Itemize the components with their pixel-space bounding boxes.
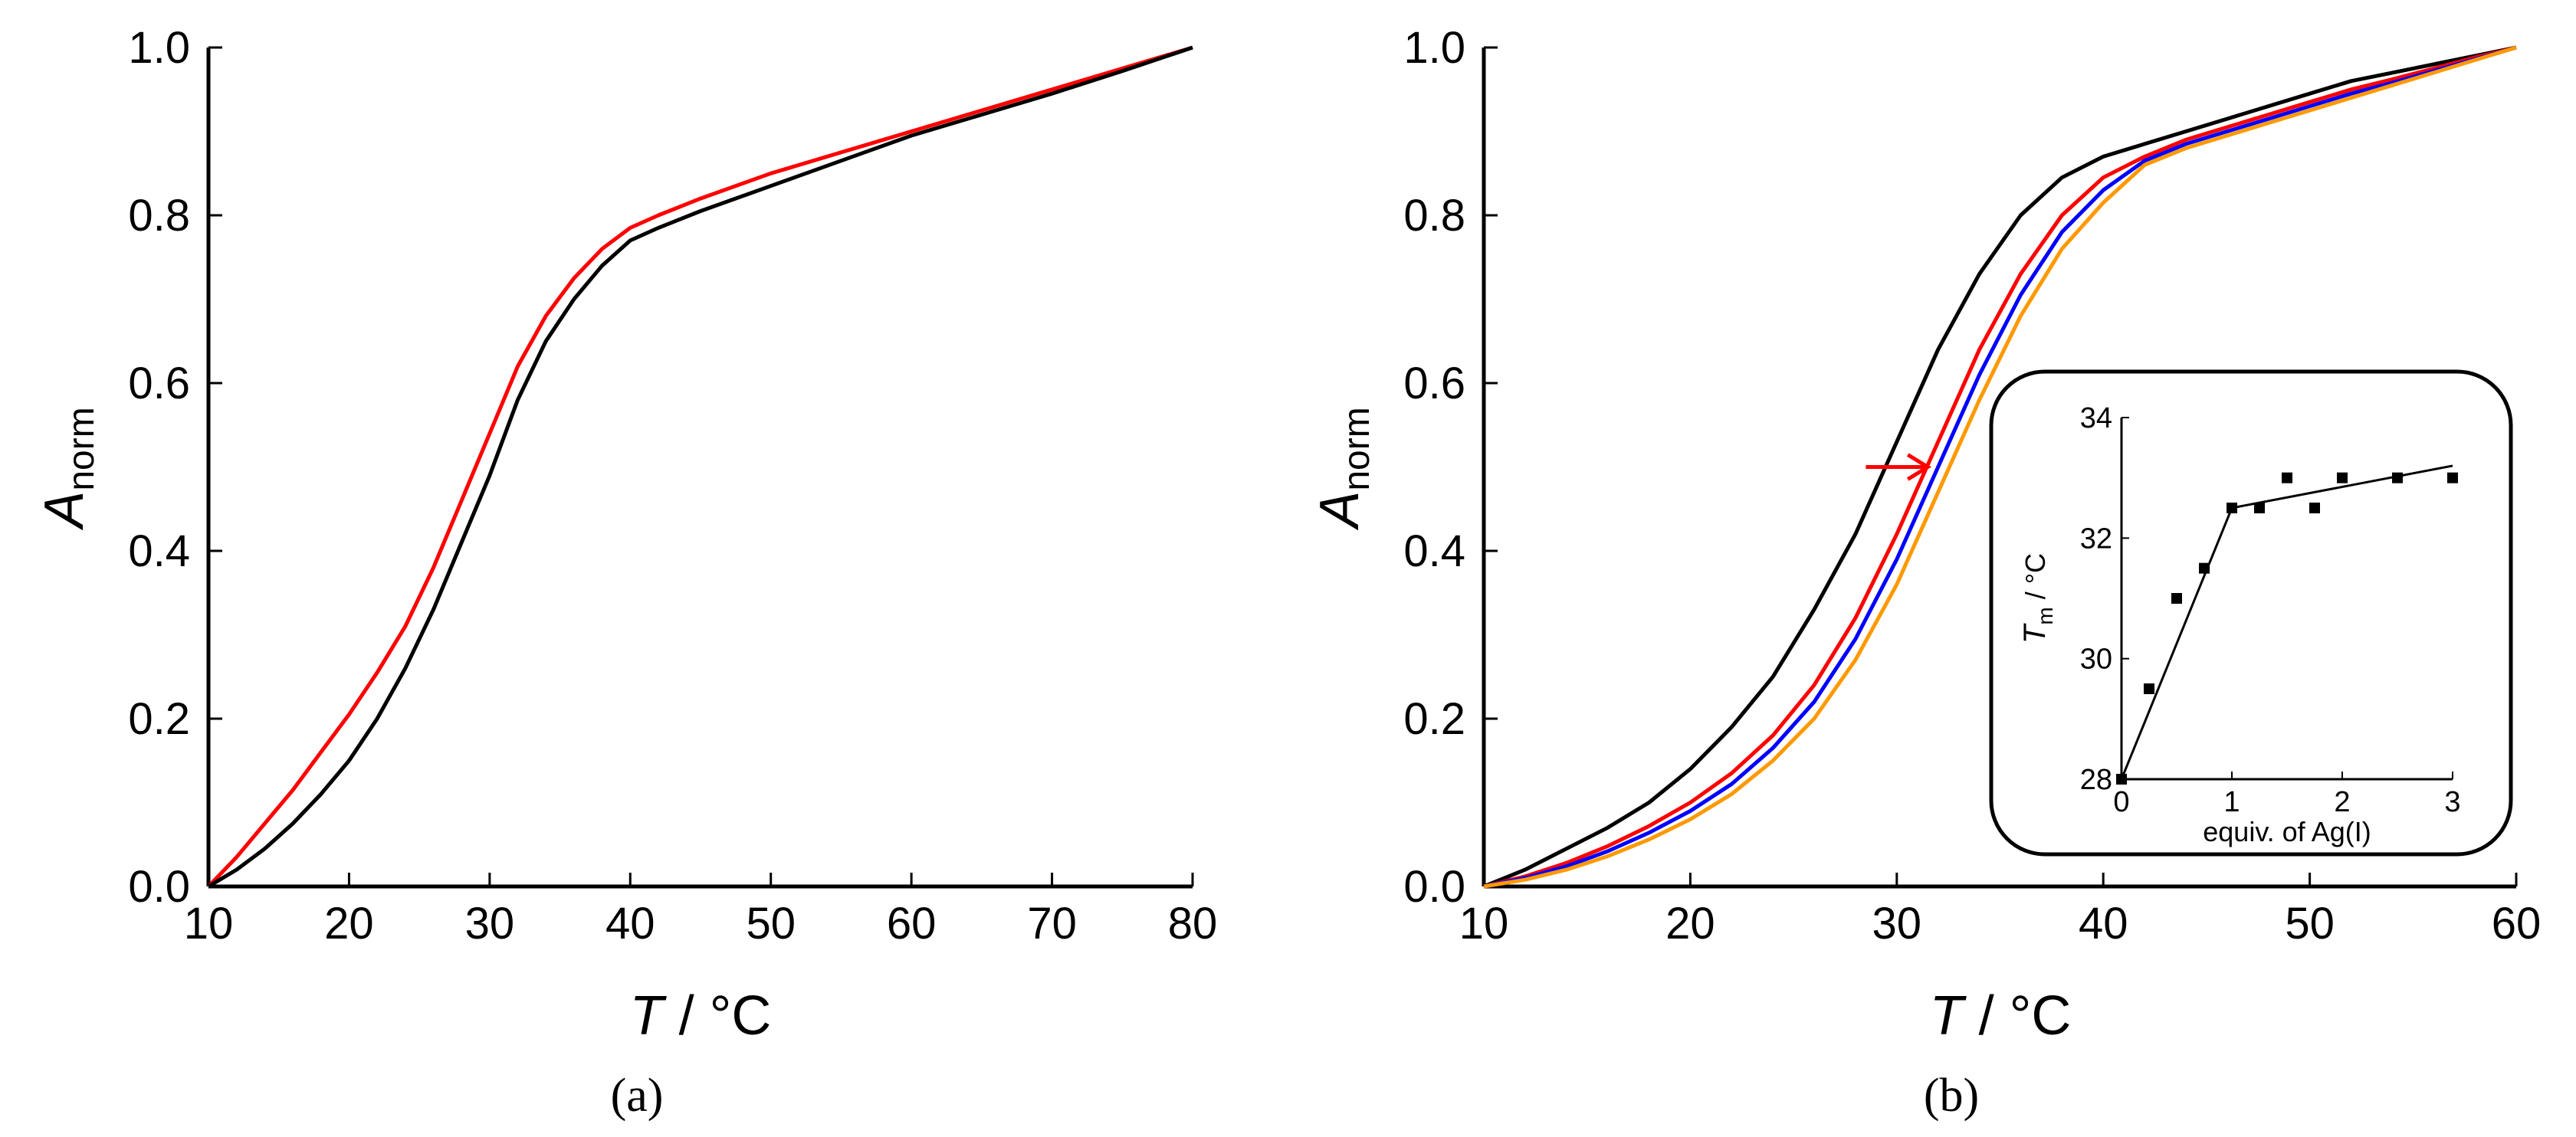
panel-a-xtick-label: 30	[465, 899, 515, 949]
inset-ytick-label: 30	[2080, 644, 2112, 676]
panel-b-series	[1483, 45, 2517, 889]
inset-xtick-label: 2	[2334, 786, 2350, 818]
inset-chart: 0 1 2 3 28 30 32 34 Tm / °C equiv. of Ag(I)	[1989, 369, 2513, 857]
inset-ytick-label: 34	[2080, 402, 2112, 434]
panel-b-ylabel-var: A	[1309, 491, 1370, 531]
panel-b-arrow	[1866, 453, 1931, 481]
panel-b-xtick-label: 30	[1872, 899, 1922, 949]
inset-data-point	[2392, 472, 2403, 483]
inset-ylabel-sub: m	[2033, 607, 2057, 624]
inset-ylabel: Tm / °C	[2018, 553, 2057, 644]
panel-a-xtick-label: 40	[605, 899, 655, 949]
panel-b-ticks: 10 20 30 40 50 600.00.20.40.60.81.0	[1403, 23, 2541, 949]
panel-b-series-line	[1483, 45, 2517, 889]
panel-b-ylabel: Anorm	[1309, 407, 1377, 530]
panel-a-ytick-label: 0.0	[128, 862, 190, 912]
panel-a-xtick-label: 80	[1168, 899, 1218, 949]
panel-a-ylabel-sub: norm	[61, 407, 102, 490]
panel-a-series	[207, 45, 1193, 889]
inset-data-point	[2337, 472, 2348, 483]
panel-a-series-line	[207, 45, 1193, 889]
inset-data-point	[2447, 472, 2458, 483]
panel-a-xtick-label: 50	[746, 899, 796, 949]
panel-a-ytick-label: 1.0	[128, 23, 190, 73]
inset-fit-line	[2231, 464, 2453, 510]
inset-xtick-label: 3	[2444, 786, 2460, 818]
panel-a-ylabel-var: A	[34, 491, 95, 531]
panel-b-xtick-label: 10	[1459, 899, 1509, 949]
panel-a-label: (a)	[611, 1070, 664, 1122]
inset-data-point	[2171, 593, 2182, 604]
panel-b-ytick-label: 0.8	[1403, 191, 1465, 241]
panel-b-xlabel-unit: / °C	[1964, 985, 2072, 1047]
panel-b-label: (b)	[1924, 1070, 1979, 1122]
inset-ylabel-unit: / °C	[2020, 553, 2051, 607]
panel-a-ylabel: Anorm	[34, 407, 102, 530]
panel-a-xtick-label: 10	[184, 899, 234, 949]
inset-data-point	[2199, 562, 2210, 574]
panel-b: 10 20 30 40 50 600.00.20.40.60.81.0 Anorm T /…	[1309, 23, 2541, 1122]
panel-b-ytick-label: 0.4	[1403, 526, 1465, 576]
panel-a-xtick-label: 60	[887, 899, 937, 949]
panel-b-ytick-label: 1.0	[1403, 23, 1465, 73]
panel-b-xtick-label: 60	[2492, 899, 2542, 949]
panel-b-xtick-label: 20	[1665, 899, 1715, 949]
panel-a-xtick-label: 70	[1027, 899, 1077, 949]
panel-a: 10 20 30 40 50 60 70 80 0.0 0.2 0.4 0.6 0.8 1.0 Anorm…	[34, 23, 1217, 1122]
panel-a-ytick-label: 0.8	[128, 191, 190, 241]
panel-b-xlabel: T / °C	[1930, 985, 2072, 1047]
panel-b-xlabel-var: T	[1930, 985, 1967, 1047]
panel-a-ytick-label: 0.6	[128, 359, 190, 408]
panel-b-ylabel-sub: norm	[1337, 407, 1377, 490]
panel-a-ytick-label: 0.4	[128, 526, 190, 576]
panel-b-series-line	[1483, 45, 2517, 889]
inset-xtick-label: 0	[2113, 786, 2129, 818]
inset-frame	[1989, 369, 2513, 857]
shift-arrow-head	[1906, 453, 1931, 481]
inset-xlabel: equiv. of Ag(I)	[2203, 816, 2371, 847]
panel-b-ytick-label: 0.6	[1403, 359, 1465, 408]
panel-b-xtick-label: 50	[2285, 899, 2335, 949]
panel-a-ytick-label: 0.2	[128, 694, 190, 744]
inset-data-point	[2282, 472, 2292, 483]
inset-points	[2116, 472, 2458, 785]
panel-a-xlabel-var: T	[630, 985, 668, 1047]
inset-data-point	[2144, 683, 2154, 694]
inset-data-point	[2254, 503, 2265, 513]
inset-xtick-label: 1	[2223, 786, 2240, 818]
panel-a-ticks: 10 20 30 40 50 60 70 80 0.0 0.2 0.4 0.6 0.8 1.0	[128, 23, 1217, 949]
inset-data-point	[2309, 503, 2320, 513]
panel-b-series-line	[1483, 45, 2517, 889]
panel-b-ytick-label: 0.2	[1403, 694, 1465, 744]
inset-data-point	[2227, 503, 2237, 513]
panel-a-xlabel: T / °C	[630, 985, 772, 1047]
inset-ytick-label: 28	[2080, 764, 2112, 796]
panel-a-xlabel-unit: / °C	[664, 985, 772, 1047]
inset-ytick-label: 32	[2080, 523, 2112, 555]
inset-ylabel-var: T	[2018, 623, 2052, 644]
panel-b-xtick-label: 40	[2079, 899, 2128, 949]
panel-a-xtick-label: 20	[324, 899, 374, 949]
inset-data-point	[2116, 774, 2127, 785]
inset-fit-line	[2120, 507, 2233, 780]
panel-b-series-line	[1483, 45, 2517, 889]
panel-a-series-line	[207, 45, 1193, 888]
panel-b-ytick-label: 0.0	[1403, 862, 1465, 912]
inset-fit-lines	[2120, 464, 2453, 780]
